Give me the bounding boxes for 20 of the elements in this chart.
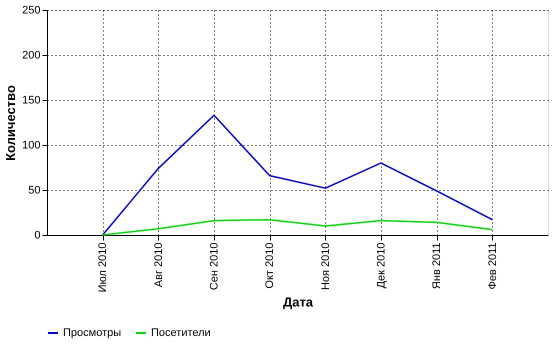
x-axis-title: Дата [282,294,314,310]
y-tick-label: 0 [34,230,40,242]
legend-label: Посетители [151,327,211,339]
x-tick-label: Окт 2010 [264,242,276,289]
x-tick-label: Ноя 2010 [320,242,332,290]
legend-label: Просмотры [63,327,122,339]
x-tick-label: Авг 2010 [152,242,165,288]
y-tick-label: 200 [22,50,40,62]
y-tick-label: 100 [22,140,40,152]
y-tick-label: 250 [22,4,40,16]
x-tick-label: Июл 2010 [97,242,110,292]
line-series [102,114,494,236]
y-tick-label: 150 [22,94,40,106]
x-tick-label: Сен 2010 [208,242,220,290]
line-series [102,218,494,236]
y-axis-title: Количество [3,85,18,161]
y-tick-label: 50 [28,184,40,196]
x-tick-label: Янв 2011 [431,242,444,290]
x-tick-label: Фев 2011 [486,242,499,290]
x-tick-label: Дек 2010 [376,242,388,288]
